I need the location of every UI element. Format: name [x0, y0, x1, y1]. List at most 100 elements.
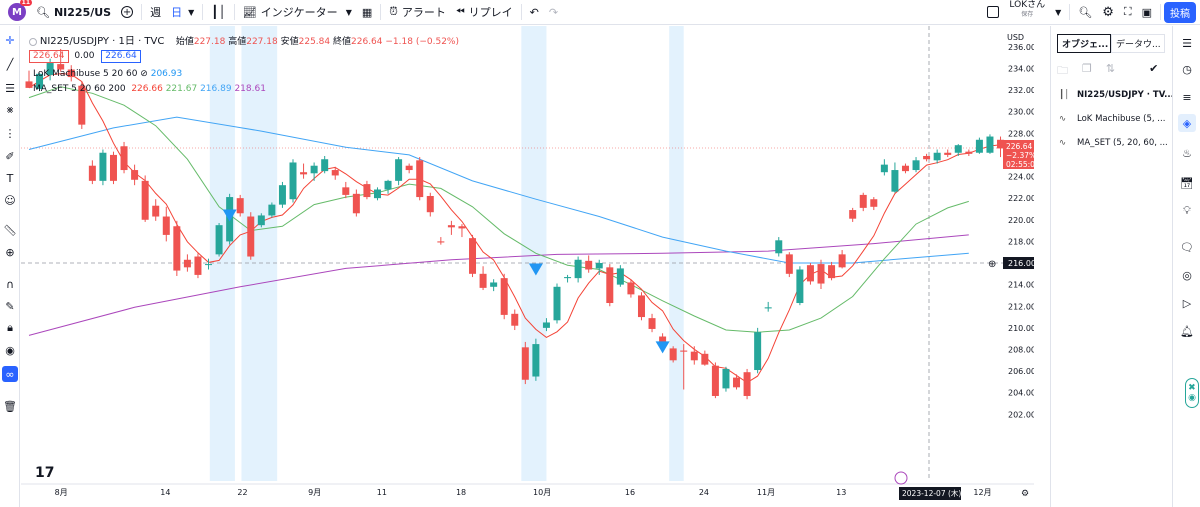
calendar-icon[interactable]: 📅︎ — [1180, 176, 1194, 190]
new-folder-icon[interactable]: 🗀︎ — [1057, 64, 1068, 77]
price-tick-label: 220.00 — [1008, 216, 1034, 225]
object-item[interactable]: ∿ LoK Machibuse (5, ... — [1059, 114, 1165, 124]
eye-icon[interactable]: ◉ — [5, 343, 15, 357]
candle-body — [131, 170, 139, 180]
crosshair-date-label: 2023-12-07 (木) — [902, 488, 961, 498]
stay-drawing-icon[interactable]: ✎ — [5, 299, 15, 313]
signal-icon[interactable]: ◎ — [1182, 268, 1192, 282]
screenshot-button[interactable]: ▣ — [1137, 0, 1157, 25]
brush-icon[interactable]: ✐ — [5, 149, 15, 163]
legend-title[interactable]: NI225/USDJPY · 1日 · TVC — [39, 36, 165, 47]
candle-body — [722, 368, 730, 389]
time-tick-label: 18 — [456, 488, 466, 497]
play-icon[interactable]: ▷ — [1182, 296, 1192, 310]
bell-icon[interactable]: 🔔︎ — [1180, 324, 1194, 338]
symbol-search-button[interactable]: 🔍︎ NI225/US — [31, 0, 116, 25]
lock-icon[interactable]: 🔒︎ — [7, 321, 13, 334]
candle-body — [426, 195, 434, 213]
user-menu-button[interactable]: M 11 — [0, 0, 32, 25]
widget-toggle-icon[interactable]: ✖ ◉ — [1185, 378, 1199, 408]
interval-week-button[interactable]: 週 — [150, 6, 162, 19]
chevron-down-icon: ▼ — [188, 7, 195, 17]
indicators-button[interactable]: 📈︎ インジケーター ▼ — [238, 0, 357, 25]
settings-button[interactable]: ⚙ — [1097, 0, 1119, 25]
fullscreen-button[interactable]: ⛶ — [1119, 0, 1137, 25]
interval-day-button[interactable]: 日 ▼ — [166, 0, 199, 25]
redo-button[interactable]: ↷ — [544, 0, 563, 25]
compare-button[interactable]: + — [116, 0, 138, 25]
layout-menu-button[interactable]: ▼ — [1050, 0, 1066, 25]
alert-button[interactable]: ⏰︎ アラート — [384, 0, 451, 25]
chart-type-button[interactable]: ┃│ — [206, 0, 230, 25]
layout-name[interactable]: LOKさん 保存 — [1004, 0, 1050, 25]
quick-search-button[interactable]: 🔍︎ — [1073, 0, 1097, 25]
clone-icon[interactable]: ❐ — [1082, 62, 1092, 75]
fullscreen-icon: ⛶ — [1123, 5, 1132, 18]
object-item[interactable]: ∿ MA_SET (5, 20, 60, ... — [1059, 138, 1168, 148]
indicators-icon: 📈︎ — [242, 5, 257, 19]
pattern-icon[interactable]: ⨳ — [6, 103, 14, 116]
price-chart[interactable]: USD236.00234.00232.00230.00228.00226.002… — [21, 26, 1034, 507]
candle-body — [796, 269, 804, 304]
horizontal-lines-icon[interactable]: ☰ — [5, 81, 15, 95]
loading-icon: ⊘ — [140, 69, 148, 79]
magnet-icon[interactable]: ∩ — [5, 277, 15, 291]
layers-icon[interactable]: ⇅ — [1105, 62, 1116, 75]
measure-icon[interactable]: ⋮ — [4, 126, 16, 140]
ma5-value: 226.66 — [131, 84, 163, 94]
undo-button[interactable]: ↶ — [525, 0, 544, 25]
replay-button[interactable]: ⏪︎ リプレイ — [451, 0, 518, 25]
indicator-legend-2[interactable]: MA_SET 5 20 60 200 226.66 221.67 216.89 … — [33, 84, 266, 94]
candle-body — [838, 254, 846, 268]
candle-body — [564, 277, 572, 279]
trend-line-icon[interactable]: ╱ — [6, 57, 14, 71]
alert-label: アラート — [401, 6, 446, 19]
tab-objects[interactable]: オブジェ... — [1057, 34, 1111, 53]
price-tick-label: 230.00 — [1008, 108, 1034, 117]
sync-icon[interactable]: ✔ — [1149, 62, 1159, 75]
text-icon[interactable]: T — [6, 171, 14, 185]
crosshair-price-label: 216.00 — [1008, 259, 1034, 268]
sell-price-box[interactable]: 226.64 — [29, 50, 69, 63]
close-value: 226.64 — [351, 37, 383, 47]
tab-data-window[interactable]: データウ... — [1111, 34, 1165, 53]
object-item-label: MA_SET (5, 20, 60, ... — [1077, 138, 1168, 148]
last-change-label: −2.37% — [1006, 151, 1034, 160]
hotlist-icon[interactable]: ♨ — [1182, 146, 1192, 160]
indicator-legend-1[interactable]: LoK Machibuse 5 20 60 ⊘ 206.93 — [33, 69, 182, 79]
chat-icon[interactable]: 🗨︎ — [1180, 240, 1194, 254]
candle-body — [331, 170, 339, 176]
object-item[interactable]: ┃│ NI225/USDJPY · TV... — [1059, 90, 1174, 100]
price-tick-label: 234.00 — [1008, 64, 1034, 73]
layouts-button[interactable]: ▦ — [357, 0, 377, 25]
candle-body — [268, 204, 276, 216]
layout-toggle-button[interactable] — [982, 0, 1004, 25]
details-icon[interactable]: ≡ — [1182, 90, 1192, 104]
candle-body — [975, 139, 983, 153]
chart-canvas[interactable]: USD236.00234.00232.00230.00228.00226.002… — [21, 26, 1034, 507]
publish-button[interactable]: 投稿 — [1164, 1, 1196, 23]
candle-body — [300, 172, 308, 175]
square-icon — [987, 6, 1000, 18]
candle-body — [342, 187, 350, 195]
candle-body — [680, 350, 688, 352]
ideas-icon[interactable]: 💡︎ — [1183, 204, 1191, 217]
layers-icon[interactable]: ◈ — [1178, 114, 1196, 132]
undo-icon: ↶ — [529, 5, 539, 19]
candle-body — [109, 154, 117, 181]
candle-body — [901, 165, 909, 172]
watchlist-icon[interactable]: ☰ — [1182, 36, 1192, 50]
crosshair-icon[interactable]: ✛ — [5, 33, 15, 47]
zoom-in-icon[interactable]: ⊕ — [5, 245, 15, 259]
clock-icon[interactable]: ◷ — [1182, 62, 1192, 76]
candle-body — [141, 180, 149, 220]
trash-icon[interactable]: 🗑︎ — [3, 399, 17, 413]
candle-body — [46, 63, 54, 75]
price-boxes: 226.64 0.00 226.64 — [29, 50, 144, 63]
emoji-icon[interactable]: ☺ — [4, 193, 16, 207]
candle-body — [690, 351, 698, 361]
link-icon[interactable]: ∞ — [2, 366, 18, 382]
ruler-icon[interactable]: 📏︎ — [3, 223, 17, 237]
candle-body — [828, 265, 836, 279]
buy-price-box[interactable]: 226.64 — [101, 50, 141, 63]
